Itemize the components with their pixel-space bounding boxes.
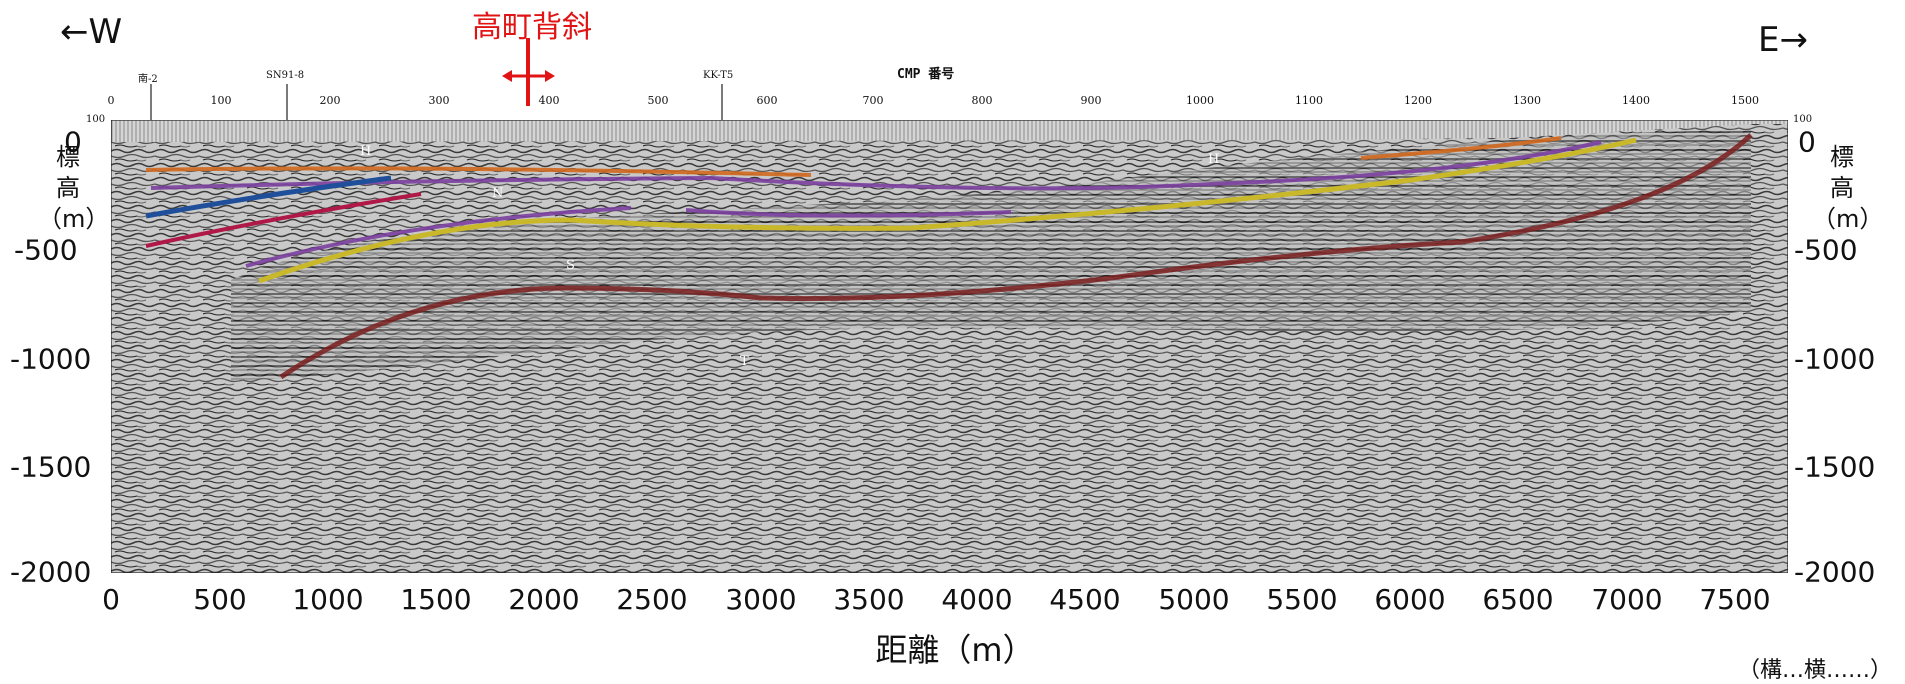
elevation-tick-right: -1000 [1794,342,1876,376]
elevation-tick-left: -1000 [10,342,92,376]
horizon-label-h: H [360,144,372,159]
anticline-label: 高町背斜 [472,10,592,45]
horizon-n-west [245,206,632,268]
distance-tick: 5000 [1158,583,1230,616]
distance-tick: 500 [193,583,247,616]
anticline-marker [502,38,555,106]
cmp-tick: 800 [971,94,993,107]
arrow-left-icon [502,70,512,82]
distance-tick: 7000 [1591,583,1663,616]
arrow-right-icon [545,70,555,82]
elevation-tick-right: -500 [1794,233,1858,267]
seismic-section [111,120,1788,573]
elevation-label-char: 高 [1830,174,1854,202]
cmp-tick: 0 [107,94,115,107]
cmp-tick: 1200 [1404,94,1432,107]
horizon-h-east [1360,136,1562,160]
cmp-tick: 1400 [1622,94,1650,107]
elevation-axis-label-left: 標 高 （m） [38,142,110,235]
elevation-label-char: 標 [1830,143,1854,171]
elevation-tick-right: -2000 [1794,555,1876,589]
horizon-n-east [685,208,1012,218]
horizon-label-n: N [492,186,504,201]
west-direction-label: ←W [60,12,123,52]
horizon-s-yellow [258,137,1637,284]
distance-tick: 5500 [1266,583,1338,616]
elevation-label-char: 高 [56,174,80,202]
horizon-blue [145,175,392,219]
cmp-end-label-right: 100 [1793,114,1813,125]
cmp-tick: 900 [1080,94,1102,107]
elevation-label-char: 標 [56,143,80,171]
horizon-t-brown [279,133,1753,380]
layered-reflector-zone [231,130,1751,380]
elevation-tick-right: -1500 [1794,450,1876,484]
horizon-label-h: H [1208,152,1220,167]
distance-tick: 6000 [1374,583,1446,616]
cmp-tick: 1300 [1513,94,1541,107]
horizon-h-west [145,166,812,177]
horizon-label-s: S [566,258,575,273]
horizon-crimson [145,192,422,248]
distance-tick: 3000 [725,583,797,616]
cmp-tick: 600 [756,94,778,107]
distance-tick: 3500 [833,583,905,616]
elevation-tick-left: -1500 [10,450,92,484]
cmp-tick: 1100 [1295,94,1323,107]
distance-tick: 6500 [1482,583,1554,616]
site-label-minami-2: 南-2 [138,74,158,85]
elevation-tick-left: -2000 [10,555,92,589]
surface-band [111,120,1788,142]
distance-tick: 4500 [1049,583,1121,616]
elevation-tick-left: 0 [64,125,82,159]
cmp-tick: 400 [538,94,560,107]
elevation-label-unit: （m） [38,205,110,233]
horizon-label-t: T [740,354,749,369]
horizon-h-purple [150,140,1602,191]
site-marker-lines [150,84,723,120]
elevation-axis-label-right: 標 高 （m） [1812,142,1884,235]
cmp-tick: 200 [319,94,341,107]
site-label-kk-t5: KK-T5 [703,70,734,81]
cmp-tick: 1000 [1186,94,1214,107]
elevation-tick-left: -500 [14,233,78,267]
elevation-label-unit: （m） [1812,205,1884,233]
distance-tick: 1500 [400,583,472,616]
cmp-tick: 100 [210,94,232,107]
distance-axis-label: 距離（m） [875,631,1035,669]
distance-tick: 1000 [292,583,364,616]
cmp-tick: 1500 [1731,94,1759,107]
cmp-tick: 300 [428,94,450,107]
distance-tick: 2000 [508,583,580,616]
cmp-end-label-left: 100 [86,114,106,125]
cmp-tick: 700 [862,94,884,107]
east-direction-label: E→ [1758,20,1808,60]
distance-tick: 2500 [616,583,688,616]
source-credit: （構…横……） [1738,658,1893,683]
distance-tick: 0 [102,583,120,616]
distance-tick: 7500 [1699,583,1771,616]
site-label-sn91-8: SN91-8 [266,70,305,81]
cmp-tick: 500 [647,94,669,107]
elevation-tick-right: 0 [1798,125,1816,159]
distance-tick: 4000 [941,583,1013,616]
cmp-axis-title: CMP 番号 [897,67,955,82]
